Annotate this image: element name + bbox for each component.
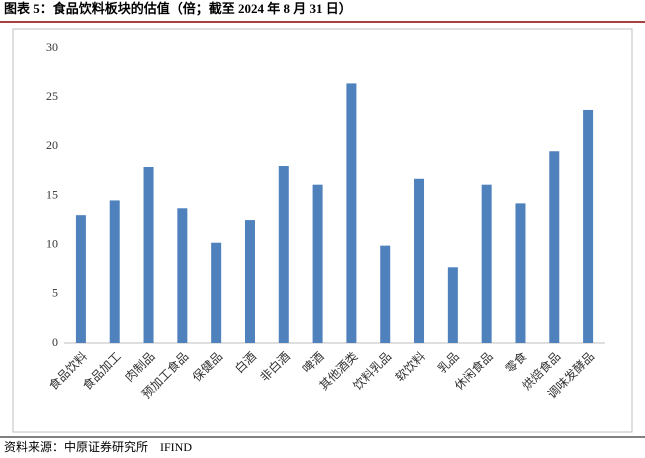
chart-title: 图表 5：食品饮料板块的估值（倍；截至 2024 年 8 月 31 日） [4, 1, 352, 17]
y-tick-label: 30 [46, 40, 58, 54]
x-tick-label: 啤酒 [299, 348, 327, 376]
y-tick-label: 0 [52, 335, 58, 349]
bar [447, 267, 458, 343]
y-tick-label: 15 [46, 187, 58, 201]
y-tick-label: 25 [46, 89, 58, 103]
bar [583, 109, 594, 343]
bar [346, 83, 357, 344]
x-tick-label: 乳品 [435, 349, 462, 376]
bar [312, 184, 323, 343]
x-tick-label: 软饮料 [393, 349, 428, 384]
bar [143, 166, 154, 343]
bar [481, 184, 492, 343]
bar [109, 200, 120, 343]
x-tick-label: 保健品 [190, 349, 225, 384]
bar [211, 242, 222, 343]
bar [380, 245, 391, 343]
bar [75, 215, 86, 343]
bar [414, 178, 425, 343]
x-tick-label: 非白酒 [257, 348, 293, 384]
x-tick-label: 零食 [502, 348, 530, 376]
bar [177, 208, 188, 343]
bar [549, 151, 560, 343]
y-tick-label: 5 [52, 286, 58, 300]
chart-frame [12, 28, 633, 433]
bar [244, 220, 255, 343]
y-tick-label: 20 [46, 138, 58, 152]
bar [515, 203, 526, 343]
bar [278, 166, 289, 343]
y-tick-label: 10 [46, 236, 58, 250]
x-tick-label: 白酒 [231, 348, 259, 376]
source: 资料来源：中原证券研究所 IFIND [4, 439, 192, 454]
